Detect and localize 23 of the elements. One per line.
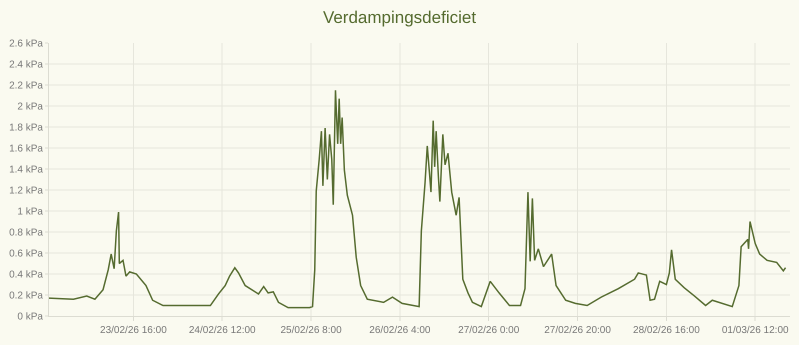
y-tick-label: 0.2 kPa <box>9 290 44 302</box>
x-tick-label: 27/02/26 20:00 <box>544 325 612 336</box>
y-tick-label: 2.6 kPa <box>9 38 44 50</box>
y-tick-label: 1.6 kPa <box>9 144 44 154</box>
x-tick-label: 26/02/26 4:00 <box>369 325 431 336</box>
y-tick-label: 2 kPa <box>17 102 44 112</box>
y-tick-label: 0.8 kPa <box>9 228 44 238</box>
y-tick-label: 0 kPa <box>17 312 44 322</box>
x-tick-label: 24/02/26 12:00 <box>188 325 256 336</box>
y-tick-label: 2.2 kPa <box>9 80 44 92</box>
y-tick-label: 1.2 kPa <box>9 186 44 196</box>
y-tick-label: 1.8 kPa <box>9 122 44 134</box>
x-tick-label: 28/02/26 16:00 <box>633 325 700 336</box>
y-tick-label: 0.4 kPa <box>9 270 44 280</box>
x-tick-label: 27/02/26 0:00 <box>458 325 520 336</box>
x-tick-label: 01/03/26 12:00 <box>722 325 790 336</box>
y-tick-label: 1.4 kPa <box>9 164 44 176</box>
x-tick-label: 23/02/26 16:00 <box>100 325 168 336</box>
y-tick-label: 1 kPa <box>17 206 44 218</box>
y-tick-label: 2.4 kPa <box>9 60 44 70</box>
chart-title: Verdampingsdeficiet <box>322 8 476 28</box>
y-tick-label: 0.6 kPa <box>9 248 44 260</box>
x-tick-label: 25/02/26 8:00 <box>280 325 342 336</box>
